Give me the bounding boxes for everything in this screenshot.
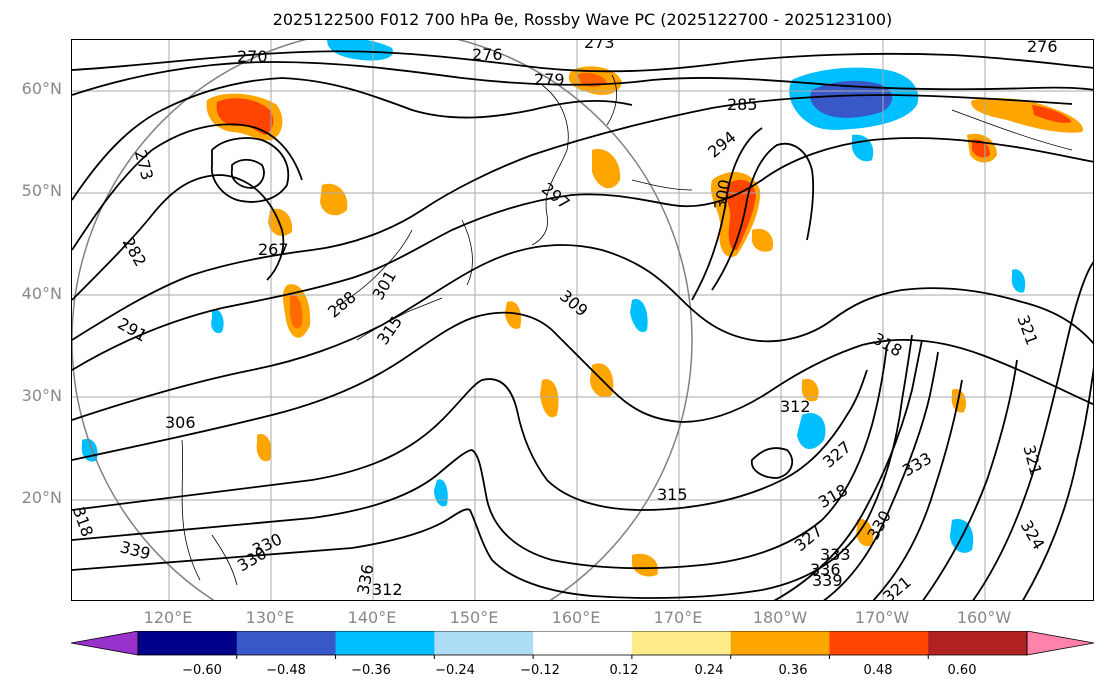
colorbar-label-060: 0.60 xyxy=(947,663,977,678)
lat-label-50n: 50°N xyxy=(21,181,62,200)
contour-label-312: 312 xyxy=(780,397,811,416)
graticule xyxy=(72,40,1093,600)
contour-label-315: 315 xyxy=(373,312,406,348)
contour-label-276b: 276 xyxy=(1027,40,1058,56)
reference-circle xyxy=(72,40,693,600)
contour-label-339b: 339 xyxy=(812,571,843,590)
theta-e-contours xyxy=(72,50,1093,600)
lat-label-40n: 40°N xyxy=(21,284,62,303)
lon-label-120e: 120°E xyxy=(143,608,193,627)
contour-label-285: 285 xyxy=(727,95,758,114)
map-panel: 270 273 276 273 276 279 285 294 297 300 … xyxy=(71,39,1094,601)
lon-label-160w: 160°W xyxy=(956,608,1012,627)
contour-label-309: 309 xyxy=(556,286,592,320)
lon-label-180w: 180°W xyxy=(752,608,808,627)
contour-label-279: 279 xyxy=(534,70,565,89)
contour-label-288: 288 xyxy=(324,287,360,321)
contour-label-315b: 315 xyxy=(657,485,688,504)
lon-label-140e: 140°E xyxy=(347,608,397,627)
colorbar-cells xyxy=(71,631,1094,659)
colorbar-cell xyxy=(631,631,732,655)
contour-label-297: 297 xyxy=(538,179,574,213)
contour-label-276: 276 xyxy=(472,45,503,64)
colorbar-extension-low xyxy=(71,631,139,656)
contour-label-327: 327 xyxy=(819,437,855,471)
contour-label-273b: 273 xyxy=(584,40,615,52)
colorbar-label-neg024: −0.24 xyxy=(435,663,475,678)
lon-label-170e: 170°E xyxy=(653,608,703,627)
colorbar-frame xyxy=(137,631,1028,656)
contour-label-333b: 333 xyxy=(820,545,851,564)
colorbar-label-024: 0.24 xyxy=(694,663,724,678)
contour-label-273: 273 xyxy=(131,148,157,182)
colorbar-label-neg012: −0.12 xyxy=(520,663,560,678)
lon-label-130e: 130°E xyxy=(245,608,295,627)
contour-label-321: 321 xyxy=(1013,312,1041,347)
contour-label-339: 339 xyxy=(118,537,152,563)
contour-label-318: 318 xyxy=(870,329,906,361)
colorbar-cell xyxy=(236,631,337,655)
colorbar-label-036: 0.36 xyxy=(778,663,808,678)
colorbar-label-neg048: −0.48 xyxy=(266,663,306,678)
contour-label-282: 282 xyxy=(119,234,151,270)
colorbar-cell xyxy=(434,631,534,655)
colorbar-label-neg036: −0.36 xyxy=(351,663,391,678)
contour-label-321c: 321 xyxy=(1019,443,1045,477)
lat-label-60n: 60°N xyxy=(21,79,62,98)
lat-label-20n: 20°N xyxy=(21,488,62,507)
contour-label-306: 306 xyxy=(165,413,196,432)
colorbar-cell xyxy=(928,631,1028,655)
colorbar-label-012: 0.12 xyxy=(609,663,639,678)
contour-label-291: 291 xyxy=(115,314,151,346)
lon-label-170w: 170°W xyxy=(854,608,910,627)
lat-label-30n: 30°N xyxy=(21,386,62,405)
colorbar-cell xyxy=(829,631,929,655)
shading-layer xyxy=(81,40,1083,577)
colorbar-cell xyxy=(138,631,238,655)
colorbar xyxy=(71,631,1094,659)
colorbar-label-neg060: −0.60 xyxy=(182,663,222,678)
contour-label-318c: 318 xyxy=(72,504,97,539)
colorbar-extension-high xyxy=(1026,631,1094,656)
colorbar-cell xyxy=(533,631,633,655)
contour-label-270: 270 xyxy=(237,47,268,66)
lon-label-150e: 150°E xyxy=(449,608,499,627)
contour-label-336b: 336 xyxy=(810,560,841,579)
contour-label-321b: 321 xyxy=(879,572,915,601)
coastlines xyxy=(181,74,1073,586)
contour-label-267: 267 xyxy=(258,240,289,259)
colorbar-cell xyxy=(730,631,830,655)
map-svg: 270 273 276 273 276 279 285 294 297 300 … xyxy=(72,40,1093,601)
chart-title: 2025122500 F012 700 hPa θe, Rossby Wave … xyxy=(272,10,893,29)
colorbar-cell xyxy=(335,631,435,655)
contour-label-312b: 312 xyxy=(372,580,403,599)
lon-label-160e: 160°E xyxy=(551,608,601,627)
contour-label-294: 294 xyxy=(704,127,740,161)
contour-label-324: 324 xyxy=(1017,517,1049,553)
colorbar-label-048: 0.48 xyxy=(863,663,893,678)
